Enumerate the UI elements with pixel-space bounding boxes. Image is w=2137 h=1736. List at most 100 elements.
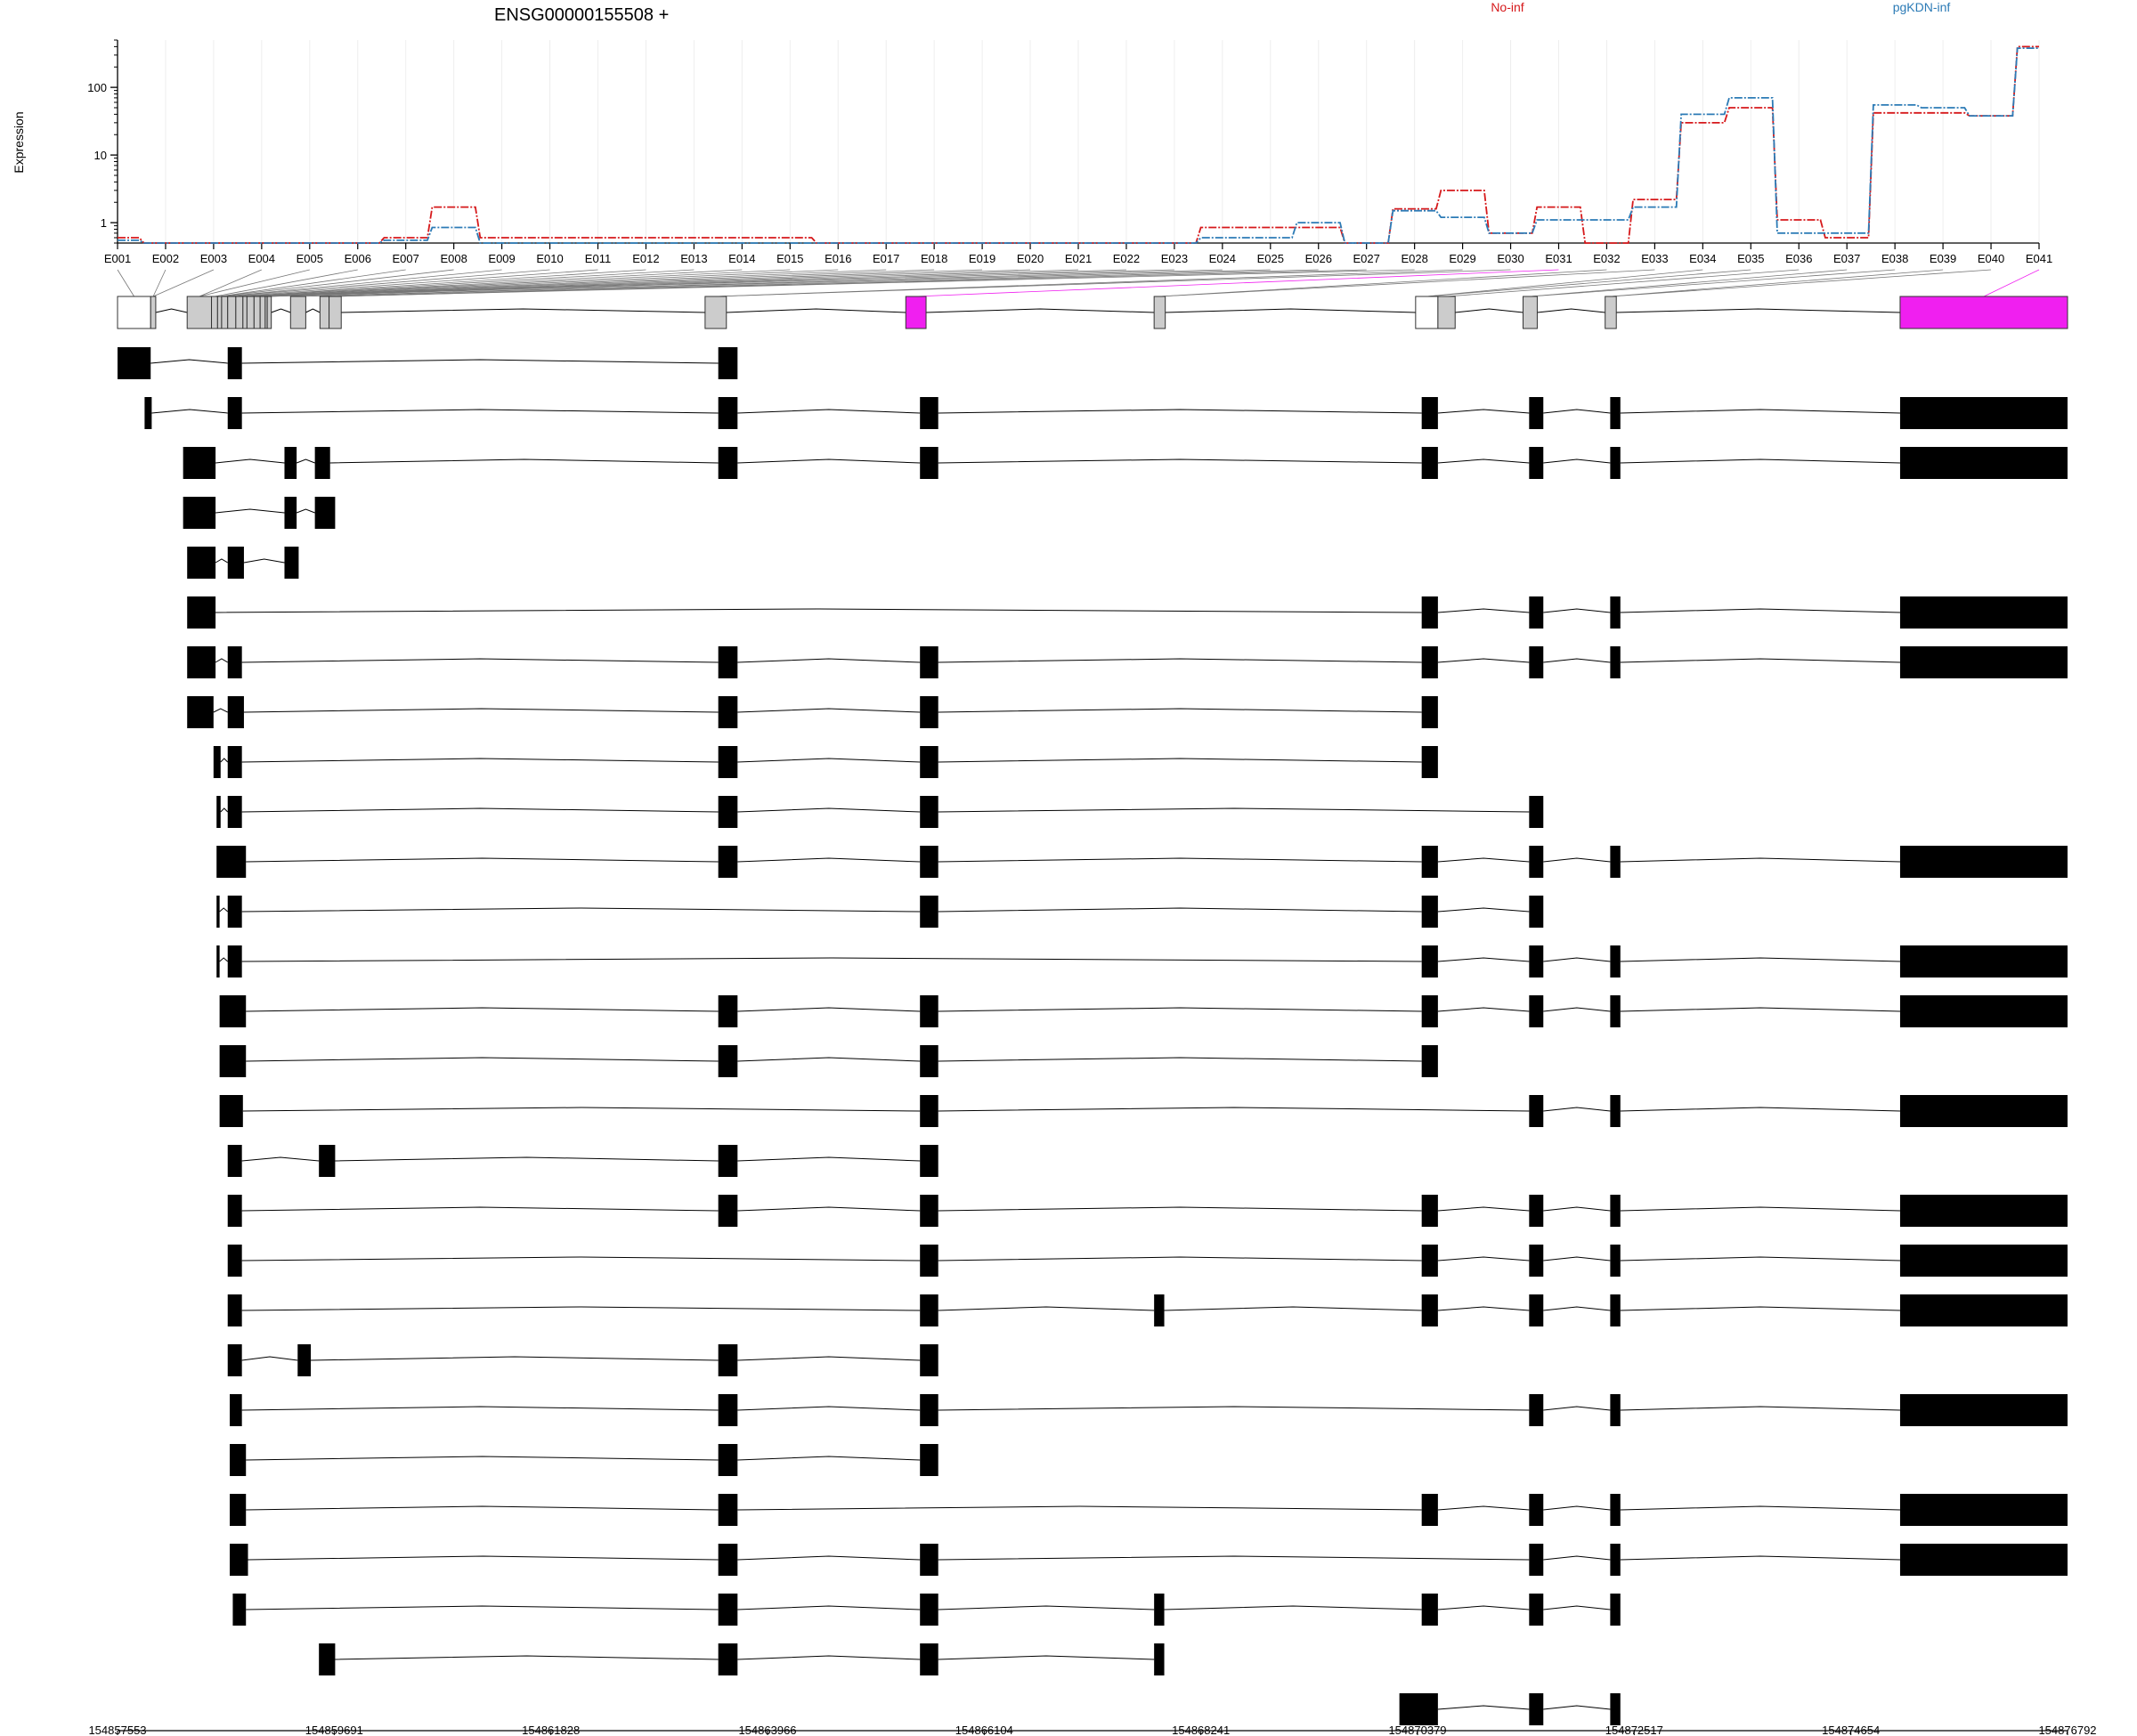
transcript-exon — [1899, 397, 2068, 429]
transcript-intron — [1620, 1505, 1900, 1511]
transcript-intron — [219, 957, 229, 962]
transcript-exon — [227, 746, 242, 778]
transcript-exon — [227, 1145, 242, 1177]
transcript-intron — [241, 1156, 320, 1162]
exon-tick-label: E011 — [585, 252, 611, 265]
transcript-intron — [1543, 1605, 1611, 1610]
transcript-intron — [938, 807, 1530, 813]
exon-connector — [1610, 269, 1992, 297]
transcript-exon — [1610, 846, 1621, 878]
transcript-intron — [335, 1156, 719, 1162]
transcript-intron — [241, 957, 1422, 962]
transcript-exon — [187, 547, 216, 579]
transcript-intron — [737, 708, 921, 713]
exon-bin — [242, 296, 248, 329]
exon-bin — [150, 296, 157, 329]
transcript-intron — [335, 1655, 719, 1660]
exon-tick-label: E036 — [1785, 252, 1812, 265]
transcript-intron — [1620, 608, 1900, 613]
transcript-exon — [920, 1594, 938, 1626]
transcript-intron — [737, 1605, 921, 1610]
transcript-intron — [938, 1256, 1422, 1261]
transcript-intron — [1437, 1705, 1530, 1710]
transcript-exon — [718, 796, 738, 828]
genomic-tick-label: 154874654 — [1822, 1724, 1880, 1736]
transcript-intron — [737, 1356, 921, 1361]
transcript-intron — [1543, 857, 1611, 863]
transcript-intron — [1164, 1306, 1422, 1311]
transcript-exon — [1610, 646, 1621, 678]
transcript-exon — [920, 1344, 938, 1376]
transcript-exon — [1154, 1294, 1165, 1326]
transcript-intron — [1620, 1306, 1900, 1311]
transcript-exon — [1610, 596, 1621, 629]
transcript-intron — [737, 1555, 921, 1561]
transcript-exon — [920, 447, 938, 479]
exon-tick-label: E001 — [104, 252, 131, 265]
exon-connector — [219, 269, 406, 297]
exon-connector — [1530, 269, 1896, 297]
transcript-intron — [241, 1206, 719, 1212]
genomic-tick-label: 154876792 — [2038, 1724, 2096, 1736]
transcript-intron — [737, 1505, 1422, 1511]
transcript-intron — [1437, 1206, 1530, 1212]
transcript-intron — [1543, 1406, 1611, 1411]
exon-tick-label: E012 — [632, 252, 659, 265]
genomic-tick-label: 154872517 — [1605, 1724, 1663, 1736]
transcript-track — [319, 1643, 1165, 1675]
transcript-track — [118, 347, 738, 379]
exon-tick-label: E024 — [1209, 252, 1236, 265]
transcript-intron — [1437, 458, 1530, 464]
transcript-intron — [241, 1306, 921, 1311]
transcript-intron — [246, 857, 719, 863]
transcript-intron — [1620, 857, 1900, 863]
transcript-intron — [938, 458, 1422, 464]
exon-tick-label: E029 — [1449, 252, 1475, 265]
transcript-exon — [920, 896, 938, 928]
transcript-track — [227, 1195, 2068, 1227]
transcript-exon — [1899, 596, 2068, 629]
transcript-track — [216, 796, 1544, 828]
transcript-exon — [718, 995, 738, 1027]
transcript-exon — [1529, 1494, 1544, 1526]
gene-intron — [1537, 308, 1605, 313]
transcript-track — [230, 1544, 2068, 1576]
transcript-exon — [1899, 1394, 2068, 1426]
exon-tick-label: E009 — [488, 252, 515, 265]
transcript-exon — [1421, 646, 1438, 678]
exon-tick-label: E035 — [1737, 252, 1764, 265]
exon-tick-label: E004 — [248, 252, 275, 265]
transcript-intron — [1437, 957, 1530, 962]
transcript-exon — [1421, 896, 1438, 928]
exon-tick-label: E016 — [825, 252, 851, 265]
transcript-intron — [151, 409, 228, 414]
transcript-exon — [227, 796, 242, 828]
exon-connector — [1159, 269, 1655, 297]
transcript-exon — [230, 1444, 247, 1476]
exon-tick-label: E032 — [1593, 252, 1620, 265]
transcript-intron — [1543, 1206, 1611, 1212]
gene-intron — [155, 308, 188, 313]
transcript-exon — [227, 397, 242, 429]
transcript-exon — [284, 497, 297, 529]
transcript-exon — [718, 1494, 738, 1526]
transcript-exon — [920, 1294, 938, 1326]
transcript-exon — [718, 746, 738, 778]
transcript-intron — [938, 1655, 1155, 1660]
exon-bin — [1522, 296, 1538, 329]
transcript-intron — [1620, 1107, 1900, 1112]
transcript-intron — [1620, 1406, 1900, 1411]
transcript-exon — [319, 1643, 336, 1675]
transcript-exon — [920, 1394, 938, 1426]
transcript-track — [187, 646, 2068, 678]
exon-connector — [214, 269, 358, 297]
transcript-track — [227, 1294, 2068, 1326]
transcript-exon — [920, 397, 938, 429]
transcript-intron — [241, 359, 719, 364]
transcript-exon — [319, 1145, 336, 1177]
transcript-intron — [241, 1256, 921, 1261]
transcript-exon — [314, 447, 330, 479]
transcript-intron — [215, 558, 228, 564]
transcript-exon — [144, 397, 152, 429]
transcript-exon — [1610, 1693, 1621, 1725]
